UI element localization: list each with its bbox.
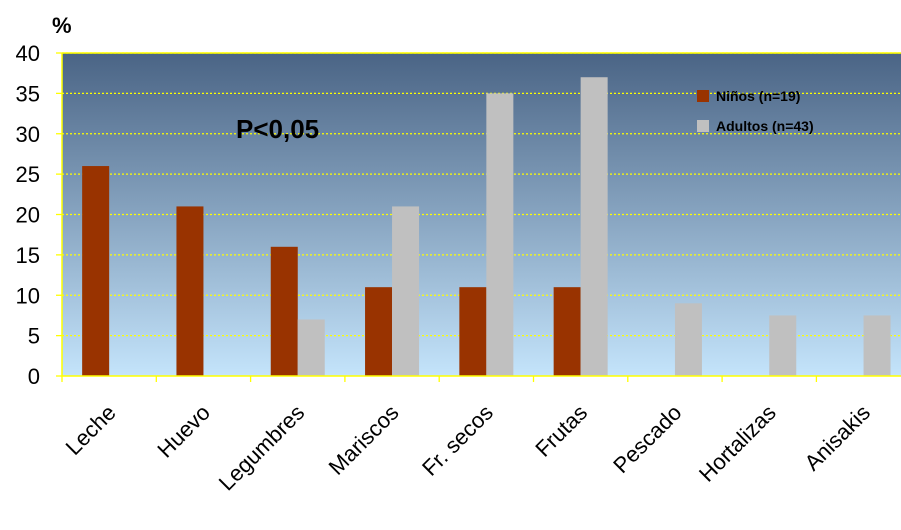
bar-adultos [486,93,514,376]
y-tick-label: 20 [16,203,40,228]
legend: Niños (n=19) Adultos (n=43) [697,88,814,134]
bar-adultos [674,303,702,376]
legend-label-adultos: Adultos (n=43) [716,118,814,134]
y-tick-label: 10 [16,283,40,308]
x-tick-label: Pescado [608,400,686,478]
bars [82,77,891,376]
x-tick-label: Frutas [530,400,592,462]
y-axis-label: % [52,13,72,38]
bar-ninos [553,287,581,376]
bar-adultos [769,315,797,376]
x-tick-label: Legumbres [214,400,310,496]
bar-adultos [392,206,420,376]
x-tick-label: Mariscos [324,400,404,480]
x-tick-label: Hortalizas [694,400,781,487]
bar-ninos [459,287,487,376]
x-tick-label: Leche [61,400,121,460]
legend-swatch-adultos [697,120,709,132]
x-tick-label: Fr. secos [417,400,498,481]
bar-adultos [863,315,891,376]
bar-adultos [297,319,325,376]
y-tick-label: 40 [16,41,40,66]
legend-label-ninos: Niños (n=19) [716,88,800,104]
bar-ninos [365,287,393,376]
x-tick-label: Huevo [152,400,215,463]
bar-adultos [580,77,608,376]
y-tick-label: 0 [28,364,40,389]
significance-annotation: P<0,05 [236,114,319,144]
legend-swatch-ninos [697,90,709,102]
y-tick-label: 25 [16,162,40,187]
x-tick-label: Anisakis [799,400,875,476]
y-tick-label: 15 [16,243,40,268]
y-axis: 0 5 10 15 20 25 30 35 40 [16,41,901,389]
bar-ninos [270,246,298,376]
y-tick-label: 35 [16,81,40,106]
bar-ninos [176,206,204,376]
y-tick-label: 30 [16,122,40,147]
bar-ninos [82,166,110,376]
y-tick-label: 5 [28,324,40,349]
